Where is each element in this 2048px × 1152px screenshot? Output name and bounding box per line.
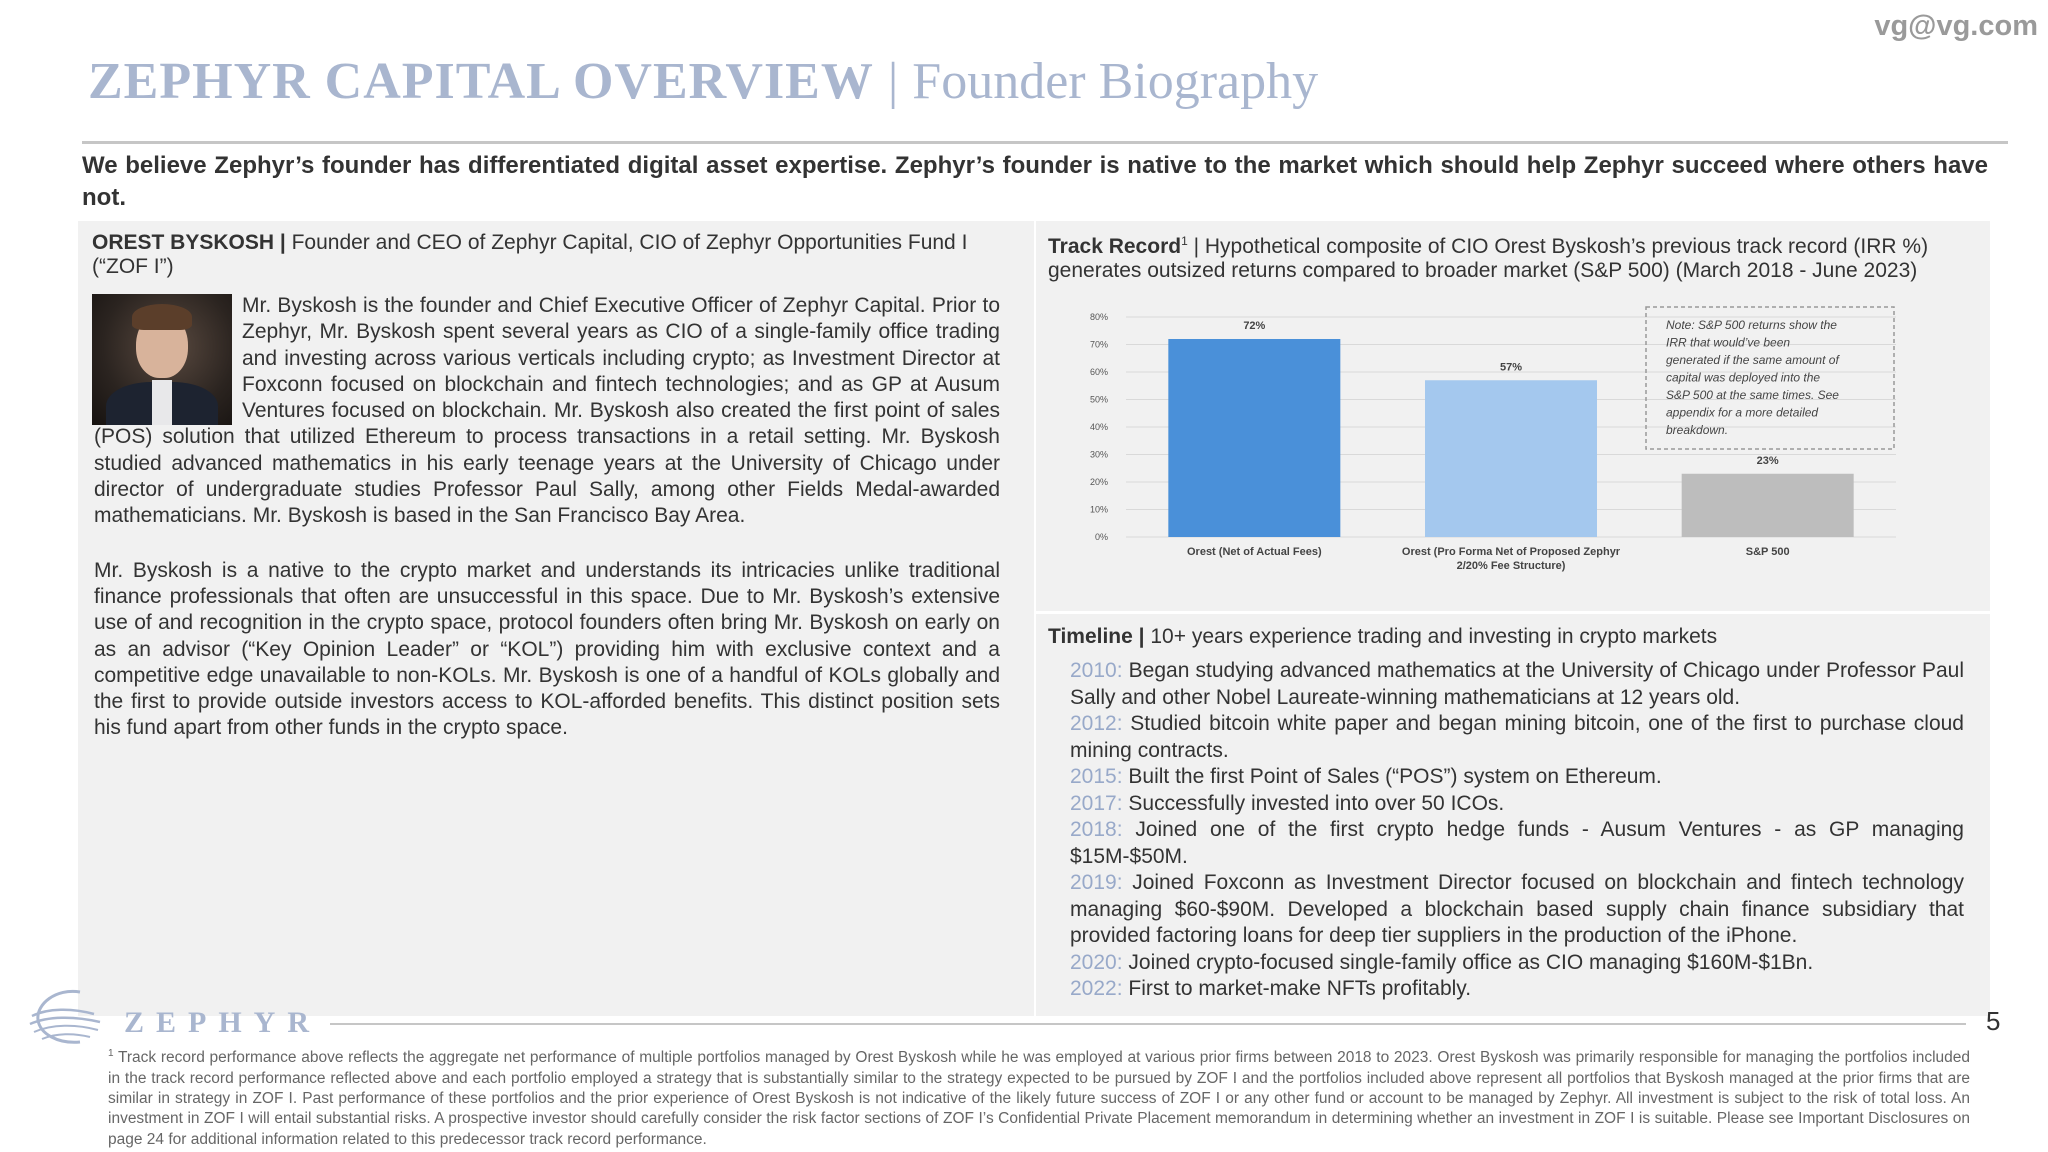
contact-email[interactable]: vg@vg.com: [1874, 10, 2038, 42]
bio-heading: OREST BYSKOSH | Founder and CEO of Zephy…: [92, 231, 1002, 279]
note-text: generated if the same amount of: [1666, 353, 1840, 367]
bio-paragraph-2: Mr. Byskosh is a native to the crypto ma…: [94, 558, 1000, 740]
track-record-chart: 0% 10% 20% 30% 40% 50% 60% 70% 80% 72% Orest (Net …: [1090, 306, 1896, 572]
timeline-text: Began studying advanced mathematics at t…: [1070, 659, 1964, 709]
y-tick-label: 20%: [1090, 477, 1108, 487]
page-title: ZEPHYR CAPITAL OVERVIEW | Founder Biograph…: [88, 52, 1318, 111]
timeline-text: Successfully invested into over 50 ICOs.: [1122, 791, 1505, 815]
note-text: Note: S&P 500 returns show the: [1666, 318, 1837, 332]
y-tick-label: 60%: [1090, 367, 1108, 377]
timeline-year: 2018:: [1070, 818, 1123, 841]
x-tick-label: S&P 500: [1746, 546, 1790, 558]
y-tick-label: 70%: [1090, 340, 1108, 350]
data-label: 23%: [1757, 455, 1779, 467]
y-tick-label: 50%: [1090, 395, 1108, 405]
header-divider: [82, 141, 2008, 144]
footnote-text: Track record performance above reflects …: [108, 1049, 1970, 1148]
timeline-item: 2020: Joined crypto-focused single-famil…: [1070, 950, 1964, 977]
bar: [1681, 473, 1854, 537]
footnote: 1 Track record performance above reflect…: [108, 1044, 1970, 1150]
timeline-text: Joined Foxconn as Investment Director fo…: [1070, 871, 1964, 947]
timeline-text: Joined crypto-focused single-family offi…: [1122, 950, 1814, 974]
timeline-year: 2015:: [1070, 765, 1123, 788]
y-tick-label: 80%: [1090, 312, 1108, 322]
page-number: 5: [1986, 1006, 2001, 1036]
title-separator: |: [887, 53, 899, 110]
timeline-year: 2019:: [1070, 871, 1123, 894]
bio-text: Mr. Byskosh is the founder and Chief Exe…: [94, 293, 1000, 770]
track-record-heading: Track Record1 | Hypothetical composite o…: [1048, 229, 1978, 283]
lede-statement: We believe Zephyr’s founder has differen…: [82, 152, 1988, 211]
title-main: ZEPHYR CAPITAL OVERVIEW: [88, 53, 874, 110]
timeline-text: Studied bitcoin white paper and began mi…: [1070, 712, 1964, 762]
timeline-item: 2015: Built the first Point of Sales (“P…: [1070, 764, 1964, 791]
timeline-year: 2010:: [1070, 659, 1123, 682]
founder-photo: [92, 294, 232, 425]
data-label: 72%: [1243, 320, 1265, 332]
y-tick-label: 40%: [1090, 422, 1108, 432]
track-record-panel: Track Record1 | Hypothetical composite o…: [1036, 221, 1990, 611]
x-tick-label: Orest (Net of Actual Fees): [1187, 546, 1322, 558]
timeline-text: Built the first Point of Sales (“POS”) s…: [1122, 765, 1662, 788]
timeline-heading: Timeline | 10+ years experience trading …: [1048, 624, 1978, 650]
timeline-list: 2010: Began studying advanced mathematic…: [1070, 658, 1964, 1003]
zephyr-logo-icon: [29, 989, 101, 1044]
timeline-text: Joined one of the first crypto hedge fun…: [1070, 818, 1964, 868]
timeline-item: 2019: Joined Foxconn as Investment Direc…: [1070, 870, 1964, 950]
timeline-item: 2018: Joined one of the first crypto hed…: [1070, 817, 1964, 870]
timeline-item: 2022: First to market-make NFTs profitab…: [1070, 976, 1964, 1003]
bio-panel: OREST BYSKOSH | Founder and CEO of Zephy…: [78, 221, 1034, 1016]
bar: [1425, 380, 1597, 537]
x-tick-label: Orest (Pro Forma Net of Proposed Zephyr: [1402, 546, 1621, 558]
note-text: S&P 500 at the same times. See: [1666, 388, 1839, 402]
x-tick-label: 2/20% Fee Structure): [1457, 560, 1566, 572]
founder-role: Founder and CEO of Zephyr Capital, CIO o…: [92, 231, 968, 278]
y-tick-label: 30%: [1090, 450, 1108, 460]
note-text: appendix for a more detailed: [1666, 406, 1818, 420]
bio-paragraph-1: Mr. Byskosh is the founder and Chief Exe…: [94, 294, 1000, 528]
timeline-label: Timeline |: [1048, 625, 1145, 648]
y-tick-label: 10%: [1090, 505, 1108, 515]
note-text: capital was deployed into the: [1666, 371, 1820, 385]
note-text: IRR that would’ve been: [1666, 336, 1790, 350]
zephyr-logo-text: ZEPHYR: [124, 1006, 322, 1039]
timeline-text: First to market-make NFTs profitably.: [1122, 977, 1472, 1000]
bar: [1168, 339, 1341, 537]
note-text: breakdown.: [1666, 423, 1728, 437]
note-box: [1645, 306, 1895, 450]
track-record-label: Track Record: [1048, 235, 1182, 258]
timeline-panel: Timeline | 10+ years experience trading …: [1036, 614, 1990, 1016]
timeline-item: 2012: Studied bitcoin white paper and be…: [1070, 711, 1964, 764]
y-tick-label: 0%: [1095, 532, 1108, 542]
data-label: 57%: [1500, 361, 1522, 373]
timeline-item: 2010: Began studying advanced mathematic…: [1070, 658, 1964, 711]
timeline-year: 2020:: [1070, 950, 1123, 974]
track-record-footnote-ref: 1: [1181, 234, 1188, 248]
founder-name: OREST BYSKOSH |: [92, 231, 286, 254]
footnote-marker: 1: [108, 1048, 114, 1059]
timeline-year: 2012:: [1070, 712, 1123, 735]
timeline-year: 2017:: [1070, 791, 1123, 815]
timeline-year: 2022:: [1070, 977, 1123, 1000]
timeline-item: 2017: Successfully invested into over 50…: [1070, 791, 1964, 818]
footer-divider: [330, 1023, 1966, 1025]
track-record-description: | Hypothetical composite of CIO Orest By…: [1048, 235, 1929, 282]
title-subtitle: Founder Biography: [912, 53, 1319, 110]
timeline-description: 10+ years experience trading and investi…: [1144, 625, 1718, 648]
